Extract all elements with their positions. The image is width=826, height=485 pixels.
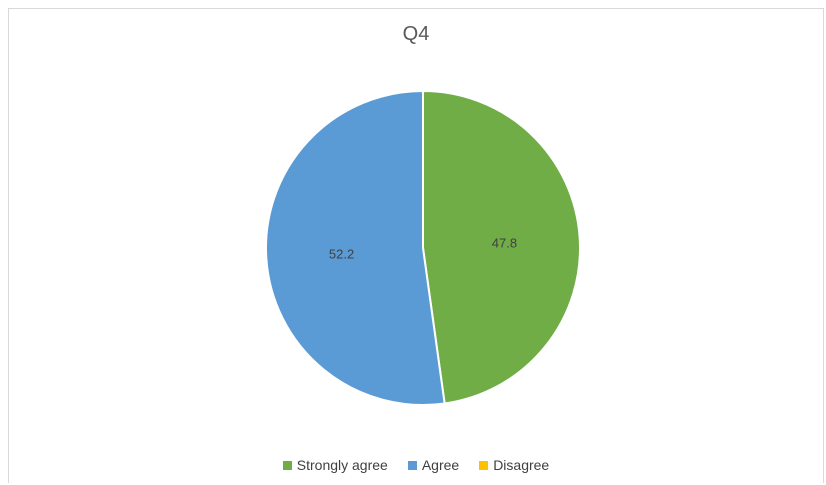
data-label-agree: 52.2 bbox=[329, 247, 354, 262]
data-label-strongly-agree: 47.8 bbox=[492, 235, 517, 250]
legend-label-disagree: Disagree bbox=[493, 457, 550, 473]
legend-swatch-disagree bbox=[479, 460, 489, 470]
legend-label-agree: Agree bbox=[421, 457, 460, 473]
legend-item-disagree: Disagree bbox=[479, 457, 549, 473]
pie-slice-strongly-agree bbox=[422, 89, 581, 405]
legend-swatch-agree bbox=[407, 460, 417, 470]
legend-swatch-strongly-agree bbox=[282, 460, 292, 470]
chart-area: Q4 47.8 52.2 Strongly agree Agree Disagre… bbox=[8, 8, 824, 483]
pie-chart: 47.8 52.2 bbox=[264, 89, 581, 406]
chart-legend: Strongly agree Agree Disagree bbox=[9, 457, 823, 473]
legend-label-strongly-agree: Strongly agree bbox=[296, 457, 388, 473]
legend-item-agree: Agree bbox=[407, 457, 460, 473]
chart-title: Q4 bbox=[402, 23, 430, 45]
legend-item-strongly-agree: Strongly agree bbox=[282, 457, 388, 473]
pie-slice-agree bbox=[264, 89, 446, 406]
